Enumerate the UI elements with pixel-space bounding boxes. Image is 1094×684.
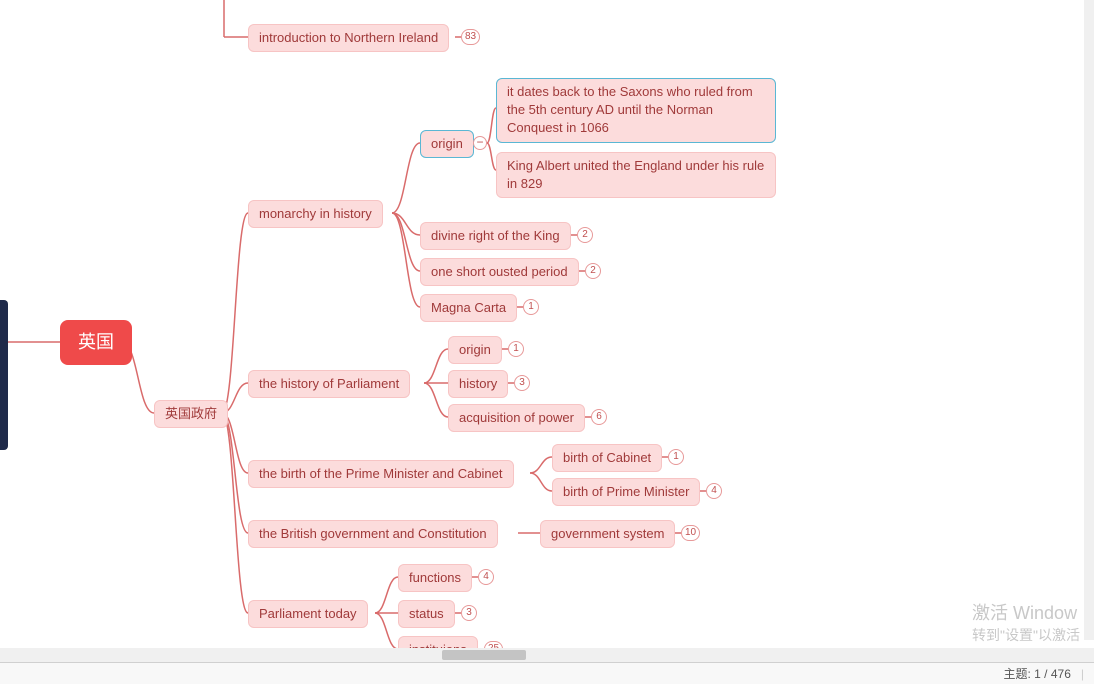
node-status[interactable]: status <box>398 600 455 628</box>
badge-node-birth-prime-minister[interactable]: 4 <box>706 483 722 499</box>
node-intro-northern-ireland[interactable]: introduction to Northern Ireland <box>248 24 449 52</box>
toggle-origin[interactable]: − <box>473 136 487 150</box>
badge-intro-ni[interactable]: 83 <box>461 29 480 45</box>
topic-counter: 主题: 1 / 476 <box>1003 665 1070 682</box>
node-government-system[interactable]: government system <box>540 520 675 548</box>
node-birth-cabinet[interactable]: birth of Cabinet <box>552 444 662 472</box>
node-functions[interactable]: functions <box>398 564 472 592</box>
status-bar: 主题: 1 / 476 | <box>0 662 1094 684</box>
badge-node-birth-cabinet[interactable]: 1 <box>668 449 684 465</box>
node-monarchy-in-history[interactable]: monarchy in history <box>248 200 383 228</box>
topic-current: 1 <box>1034 667 1041 681</box>
node-birth-prime-minister[interactable]: birth of Prime Minister <box>552 478 700 506</box>
mindmap-canvas[interactable]: 英国英国政府 introduction to Northern Ireland 83… <box>0 0 1094 662</box>
vertical-scrollbar[interactable] <box>1084 0 1094 640</box>
node-british-government-constitution[interactable]: the British government and Constitution <box>248 520 498 548</box>
topic-label: 主题: <box>1003 667 1030 681</box>
node-parliament-today[interactable]: Parliament today <box>248 600 368 628</box>
badge-node-functions[interactable]: 4 <box>478 569 494 585</box>
badge-node-magna-carta[interactable]: 1 <box>523 299 539 315</box>
node-government[interactable]: 英国政府 <box>154 400 228 428</box>
node-origin[interactable]: origin <box>420 130 474 158</box>
side-panel-fragment <box>0 300 8 450</box>
node-birth-pm-cabinet[interactable]: the birth of the Prime Minister and Cabi… <box>248 460 514 488</box>
node-magna-carta[interactable]: Magna Carta <box>420 294 517 322</box>
horizontal-scrollbar[interactable] <box>0 648 1094 662</box>
badge-node-government-system[interactable]: 10 <box>681 525 700 541</box>
horizontal-scrollbar-thumb[interactable] <box>442 650 526 660</box>
node-acquisition-of-power[interactable]: acquisition of power <box>448 404 585 432</box>
status-divider: | <box>1081 667 1084 681</box>
badge-node-acquisition-of-power[interactable]: 6 <box>591 409 607 425</box>
node-ousted-period[interactable]: one short ousted period <box>420 258 579 286</box>
node-parliament-history[interactable]: history <box>448 370 508 398</box>
topic-total: 476 <box>1051 667 1071 681</box>
node-parliament-origin[interactable]: origin <box>448 336 502 364</box>
node-origin-albert[interactable]: King Albert united the England under his… <box>496 152 776 198</box>
badge-node-status[interactable]: 3 <box>461 605 477 621</box>
badge-node-ousted-period[interactable]: 2 <box>585 263 601 279</box>
badge-node-parliament-history[interactable]: 3 <box>514 375 530 391</box>
node-divine-right[interactable]: divine right of the King <box>420 222 571 250</box>
node-origin-saxons[interactable]: it dates back to the Saxons who ruled fr… <box>496 78 776 143</box>
root-node[interactable]: 英国 <box>60 320 132 365</box>
badge-node-divine-right[interactable]: 2 <box>577 227 593 243</box>
badge-node-parliament-origin[interactable]: 1 <box>508 341 524 357</box>
node-history-of-parliament[interactable]: the history of Parliament <box>248 370 410 398</box>
